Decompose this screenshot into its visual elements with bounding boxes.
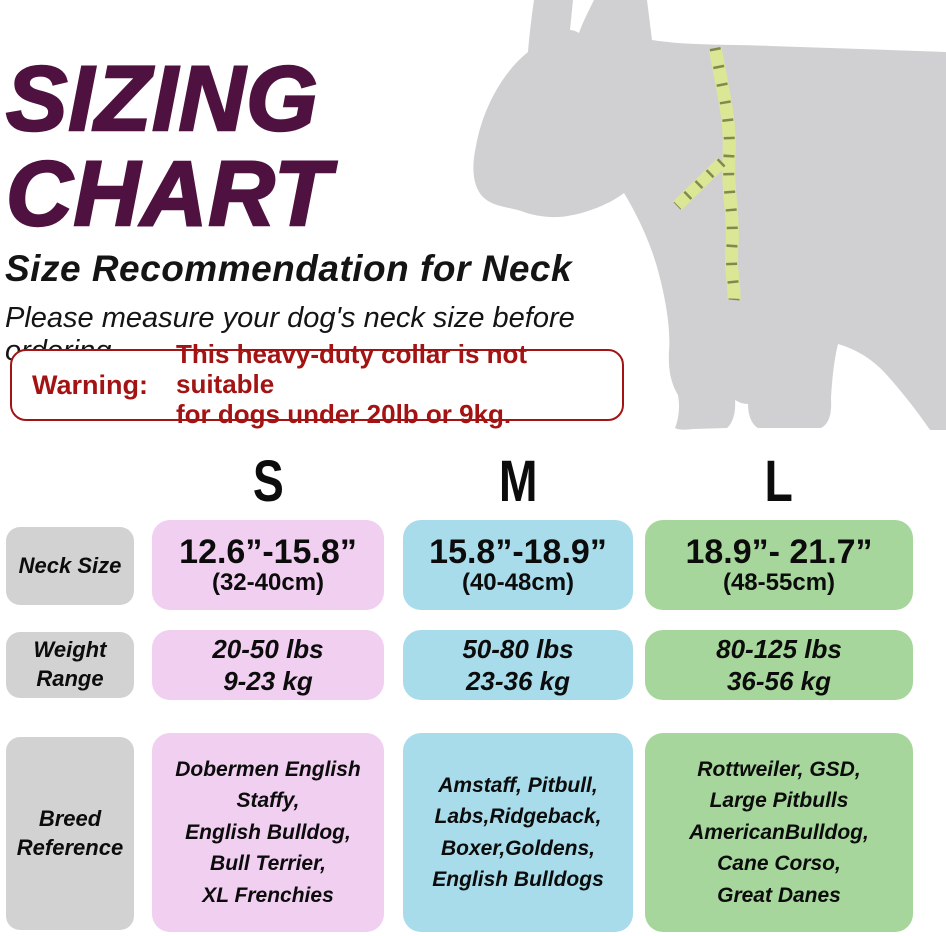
column-header-m: M — [403, 448, 633, 514]
breeds-l-line: AmericanBulldog, — [689, 820, 869, 844]
breeds-l-line: Large Pitbulls — [709, 789, 849, 813]
weight-l: 80-125 lbs 36-56 kg — [716, 633, 842, 698]
page-title: SIZING CHART — [5, 48, 476, 245]
dog-silhouette — [473, 0, 946, 430]
column-header-s-label: S — [252, 448, 284, 514]
weight-s: 20-50 lbs 9-23 kg — [212, 633, 323, 698]
cell-breeds-s: Dobermen English Staffy, English Bulldog… — [152, 733, 384, 932]
measuring-tape-main-ticks — [709, 46, 740, 301]
warning-box: Warning: This heavy-duty collar is not s… — [10, 339, 624, 429]
row-header-breed-reference: Breed Reference — [6, 737, 134, 930]
cell-neck-size-s: 12.6”-15.8” (32-40cm) — [152, 520, 384, 610]
breeds-s-line: Dobermen English — [175, 757, 361, 781]
neck-size-l-inches: 18.9”- 21.7” — [685, 532, 873, 571]
weight-s-kg: 9-23 kg — [223, 666, 313, 696]
measure-note: Please measure your dog's neck size befo… — [5, 302, 575, 367]
column-header-l-label: L — [764, 448, 794, 514]
dog-silhouette-svg — [473, 0, 946, 430]
column-header-m-label: M — [498, 448, 538, 514]
breeds-l: Rottweiler, GSD, Large Pitbulls American… — [689, 754, 869, 912]
warning-message-line-2: for dogs under 20lb or 9kg. — [175, 398, 512, 429]
breeds-s-line: English Bulldog, — [185, 820, 351, 844]
column-header-s: S — [152, 448, 384, 514]
row-header-neck-size: Neck Size — [6, 527, 134, 605]
breeds-s-line: Staffy, — [236, 789, 300, 813]
measuring-tape-branch-ticks — [673, 158, 726, 210]
warning-message-line-1: This heavy-duty collar is not suitable — [175, 339, 528, 400]
breeds-m-line: Boxer,Goldens, — [440, 836, 596, 860]
cell-weight-l: 80-125 lbs 36-56 kg — [645, 630, 913, 700]
neck-size-m-inches: 15.8”-18.9” — [429, 532, 607, 571]
subtitle: Size Recommendation for Neck — [5, 248, 573, 289]
breeds-m-line: English Bulldogs — [432, 868, 604, 891]
breeds-l-line: Cane Corso, — [717, 852, 841, 876]
cell-weight-m: 50-80 lbs 23-36 kg — [403, 630, 633, 700]
cell-breeds-m: Amstaff, Pitbull, Labs,Ridgeback, Boxer,… — [403, 733, 633, 932]
breeds-s-line: Bull Terrier, — [210, 852, 326, 876]
cell-weight-s: 20-50 lbs 9-23 kg — [152, 630, 384, 700]
breeds-m-line: Labs,Ridgeback, — [434, 805, 602, 828]
warning-label: Warning: — [32, 369, 148, 400]
cell-breeds-l: Rottweiler, GSD, Large Pitbulls American… — [645, 733, 913, 932]
cell-neck-size-l: 18.9”- 21.7” (48-55cm) — [645, 520, 913, 610]
dog-illustration — [430, 0, 946, 438]
measuring-tape — [672, 46, 741, 301]
breeds-s-line: XL Frenchies — [202, 883, 334, 907]
neck-size-m-cm: (40-48cm) — [461, 569, 575, 597]
neck-size-l-cm: (48-55cm) — [722, 569, 836, 597]
weight-l-lbs: 80-125 lbs — [716, 633, 842, 664]
weight-m: 50-80 lbs 23-36 kg — [462, 633, 573, 698]
row-header-weight-range: Weight Range — [6, 632, 134, 698]
weight-m-lbs: 50-80 lbs — [462, 633, 574, 664]
column-header-l: L — [645, 448, 913, 514]
neck-size-s-cm: (32-40cm) — [211, 569, 325, 597]
weight-m-kg: 23-36 kg — [465, 666, 571, 696]
breeds-l-line: Great Danes — [717, 883, 841, 907]
title-line-2: CHART — [5, 143, 332, 245]
breeds-m-line: Amstaff, Pitbull, — [438, 773, 598, 797]
breeds-m: Amstaff, Pitbull, Labs,Ridgeback, Boxer,… — [432, 770, 604, 896]
title-line-1: SIZING — [5, 48, 319, 150]
weight-s-lbs: 20-50 lbs — [212, 633, 324, 664]
neck-size-s-inches: 12.6”-15.8” — [179, 532, 357, 571]
weight-l-kg: 36-56 kg — [726, 666, 832, 696]
cell-neck-size-m: 15.8”-18.9” (40-48cm) — [403, 520, 633, 610]
warning-message: This heavy-duty collar is not suitable f… — [175, 339, 622, 430]
breeds-l-line: Rottweiler, GSD, — [697, 757, 861, 781]
breeds-s: Dobermen English Staffy, English Bulldog… — [175, 754, 361, 912]
